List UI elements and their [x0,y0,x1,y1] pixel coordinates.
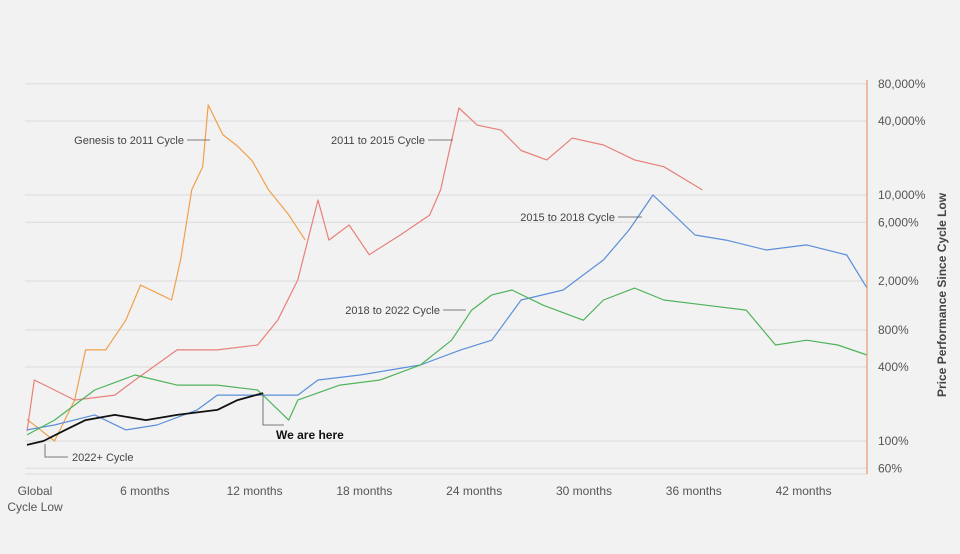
annotation-label: 2022+ Cycle [72,452,133,464]
x-tick-label: 30 months [556,484,612,498]
x-tick-label: 36 months [666,484,722,498]
annotation-label: Genesis to 2011 Cycle [74,135,184,147]
y-tick-label: 100% [878,434,909,448]
y-tick-label: 10,000% [878,188,926,202]
x-tick-label: Global [18,484,53,498]
y-axis-label: Price Performance Since Cycle Low [935,192,949,397]
y-tick-label: 60% [878,461,902,475]
annotation-label: 2018 to 2022 Cycle [345,305,440,317]
annotation-leader [262,393,284,426]
series-line-2022-cycle [26,392,264,446]
y-tick-label: 800% [878,323,909,337]
y-tick-label: 400% [878,360,909,374]
x-tick-label: 24 months [446,484,502,498]
series-line-2018-to-2022-cycle [26,287,868,436]
annotation-leader [44,444,68,458]
series-line-genesis-to-2011-cycle [26,104,306,442]
y-tick-label: 80,000% [878,77,926,91]
series-line-2011-to-2015-cycle [26,107,703,432]
x-tick-label: 42 months [776,484,832,498]
annotation-label: We are here [276,428,344,442]
x-tick-label: Cycle Low [7,500,63,514]
x-tick-label: 12 months [227,484,283,498]
annotation-label: 2015 to 2018 Cycle [520,212,615,224]
x-tick-label: 6 months [120,484,169,498]
y-tick-label: 40,000% [878,114,926,128]
annotation-label: 2011 to 2015 Cycle [331,135,425,147]
y-tick-label: 2,000% [878,274,919,288]
series-line-2015-to-2018-cycle [26,194,868,431]
x-tick-label: 18 months [336,484,392,498]
y-tick-label: 6,000% [878,215,919,229]
